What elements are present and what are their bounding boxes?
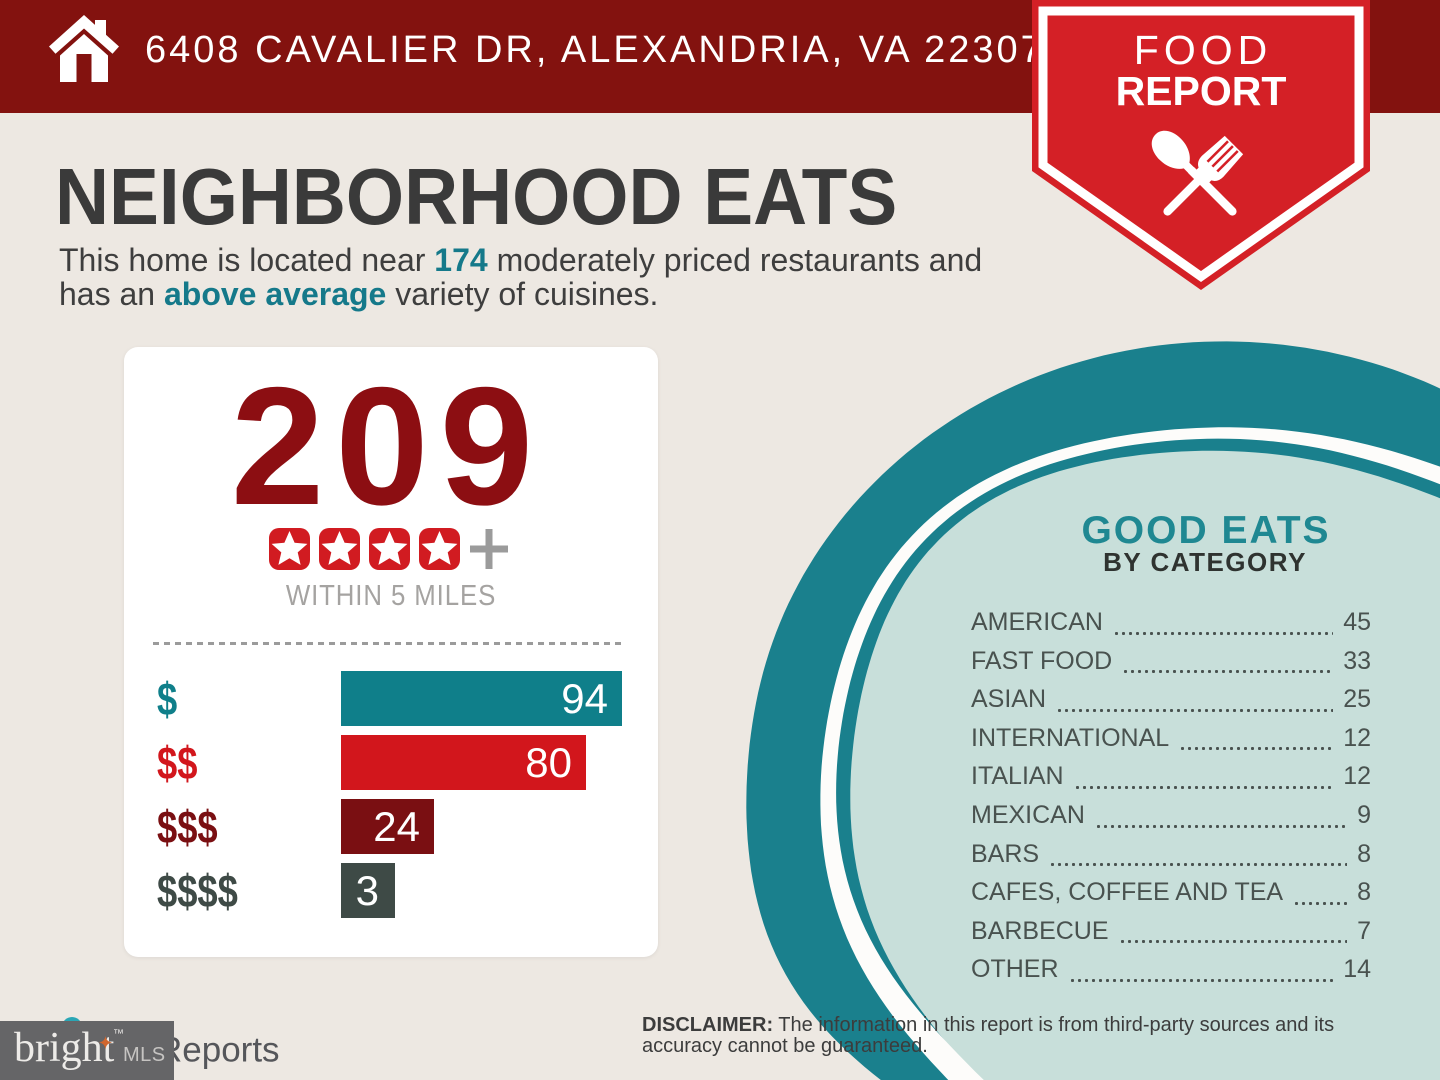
svg-text:Reports: Reports <box>157 1031 280 1070</box>
svg-text:REPORT: REPORT <box>1116 68 1287 114</box>
svg-text:FOOD: FOOD <box>1134 27 1272 73</box>
